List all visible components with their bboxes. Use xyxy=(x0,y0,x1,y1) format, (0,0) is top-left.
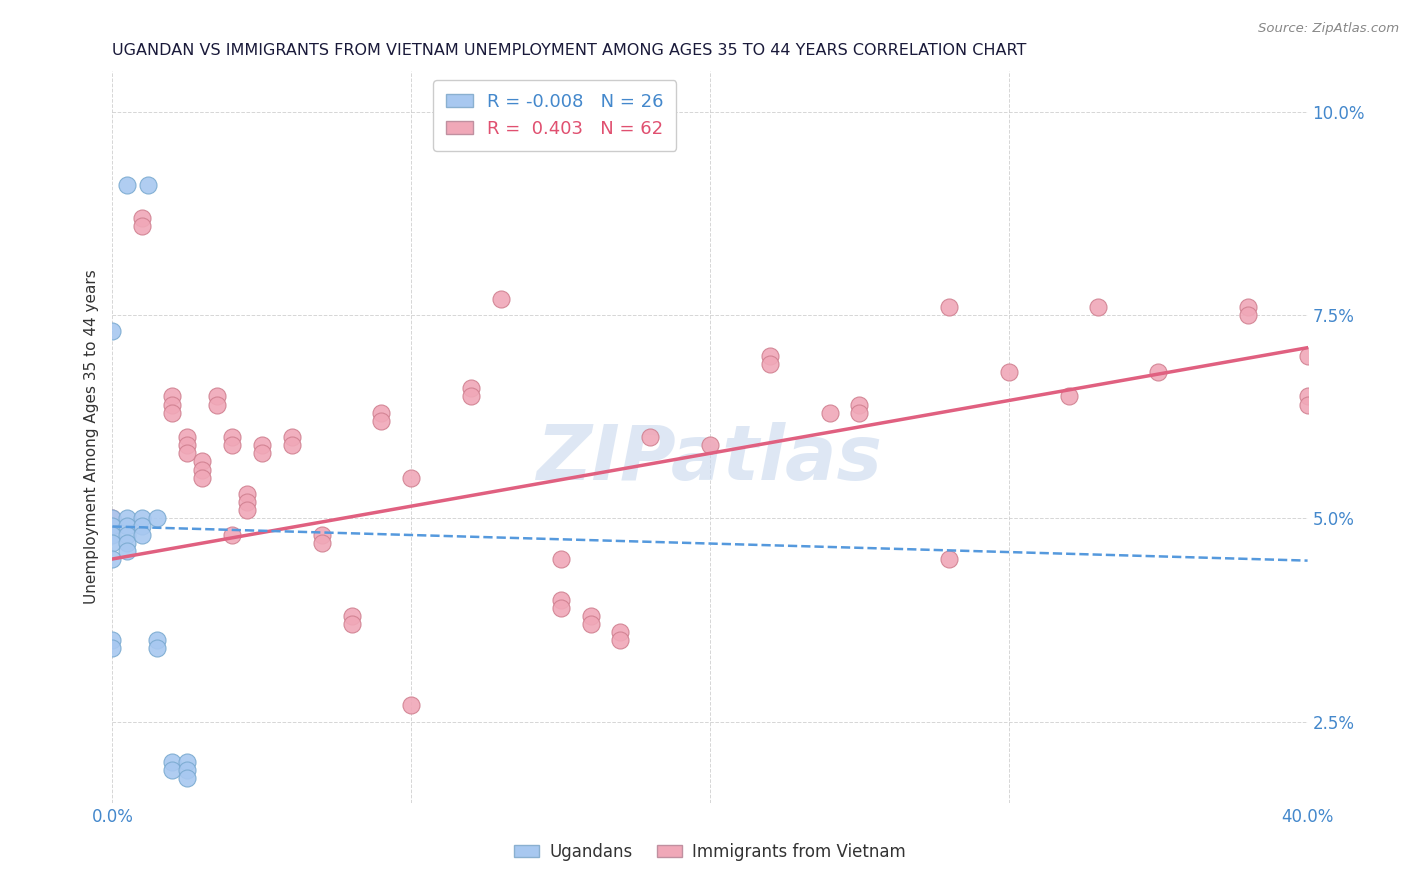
Point xyxy=(162,398,183,412)
Point xyxy=(131,527,153,541)
Point xyxy=(101,519,124,533)
Point xyxy=(1296,349,1319,363)
Point xyxy=(370,406,392,420)
Point xyxy=(938,552,960,566)
Point xyxy=(146,641,169,656)
Point xyxy=(609,633,631,648)
Point xyxy=(191,454,214,468)
Point xyxy=(250,438,273,452)
Point xyxy=(101,511,124,525)
Y-axis label: Unemployment Among Ages 35 to 44 years: Unemployment Among Ages 35 to 44 years xyxy=(83,269,98,605)
Point xyxy=(1237,308,1260,322)
Point xyxy=(1147,365,1170,379)
Point xyxy=(101,552,124,566)
Text: Source: ZipAtlas.com: Source: ZipAtlas.com xyxy=(1258,22,1399,36)
Point xyxy=(759,349,782,363)
Point xyxy=(579,617,602,632)
Point xyxy=(640,430,662,444)
Point xyxy=(176,755,198,769)
Point xyxy=(131,219,153,233)
Point xyxy=(101,641,124,656)
Point xyxy=(848,406,870,420)
Point xyxy=(176,772,198,786)
Point xyxy=(205,389,228,403)
Point xyxy=(236,487,259,501)
Point xyxy=(818,406,841,420)
Point xyxy=(131,511,153,525)
Point xyxy=(138,178,160,193)
Point xyxy=(281,438,304,452)
Point xyxy=(550,592,572,607)
Point xyxy=(550,600,572,615)
Point xyxy=(176,764,198,778)
Point xyxy=(1237,300,1260,314)
Point xyxy=(489,292,512,306)
Point xyxy=(131,211,153,225)
Point xyxy=(550,552,572,566)
Point xyxy=(1357,698,1379,713)
Point xyxy=(191,471,214,485)
Point xyxy=(848,398,870,412)
Point xyxy=(101,519,124,533)
Point xyxy=(101,511,124,525)
Point xyxy=(460,389,482,403)
Point xyxy=(609,625,631,640)
Point xyxy=(117,544,139,558)
Point xyxy=(221,430,243,444)
Point xyxy=(281,430,304,444)
Point xyxy=(205,398,228,412)
Point xyxy=(117,178,139,193)
Point xyxy=(101,535,124,549)
Text: ZIPatlas: ZIPatlas xyxy=(537,422,883,496)
Point xyxy=(221,438,243,452)
Point xyxy=(579,608,602,623)
Point xyxy=(176,446,198,460)
Point xyxy=(162,406,183,420)
Text: UGANDAN VS IMMIGRANTS FROM VIETNAM UNEMPLOYMENT AMONG AGES 35 TO 44 YEARS CORREL: UGANDAN VS IMMIGRANTS FROM VIETNAM UNEMP… xyxy=(112,43,1026,58)
Point xyxy=(340,608,363,623)
Point xyxy=(117,527,139,541)
Point xyxy=(1057,389,1080,403)
Point xyxy=(311,535,333,549)
Point xyxy=(221,527,243,541)
Point xyxy=(176,430,198,444)
Point xyxy=(131,519,153,533)
Point xyxy=(101,633,124,648)
Point xyxy=(370,414,392,428)
Point xyxy=(401,698,423,713)
Point xyxy=(236,495,259,509)
Point xyxy=(176,438,198,452)
Point xyxy=(401,471,423,485)
Point xyxy=(191,462,214,476)
Point xyxy=(1296,398,1319,412)
Point xyxy=(938,300,960,314)
Point xyxy=(998,365,1021,379)
Point xyxy=(101,325,124,339)
Point xyxy=(250,446,273,460)
Legend: Ugandans, Immigrants from Vietnam: Ugandans, Immigrants from Vietnam xyxy=(508,837,912,868)
Point xyxy=(117,511,139,525)
Point xyxy=(759,357,782,371)
Point xyxy=(311,527,333,541)
Point xyxy=(117,535,139,549)
Point xyxy=(236,503,259,517)
Point xyxy=(162,755,183,769)
Point xyxy=(101,527,124,541)
Point xyxy=(1087,300,1109,314)
Point xyxy=(340,617,363,632)
Point xyxy=(460,381,482,395)
Point xyxy=(162,764,183,778)
Point xyxy=(117,519,139,533)
Point xyxy=(146,511,169,525)
Point xyxy=(1296,389,1319,403)
Point xyxy=(699,438,721,452)
Point xyxy=(146,633,169,648)
Point xyxy=(162,389,183,403)
